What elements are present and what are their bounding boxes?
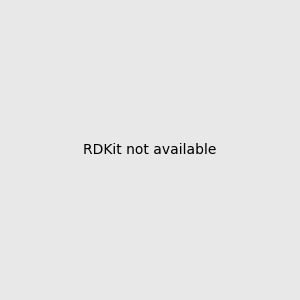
Text: RDKit not available: RDKit not available (83, 143, 217, 157)
